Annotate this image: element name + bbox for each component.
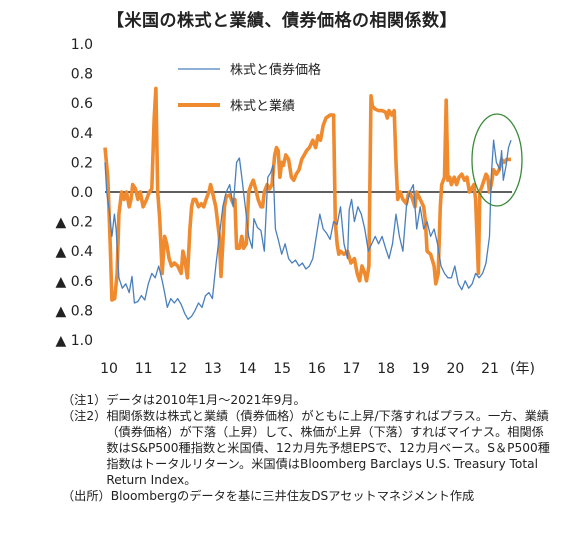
chart-title: 【米国の株式と業績、債券価格の相関係数】 — [107, 11, 457, 31]
series-line-bonds — [104, 139, 512, 320]
x-tick-label: 21 — [481, 361, 499, 377]
x-tick-label: 18 — [377, 361, 395, 377]
source-tag: （出所） — [62, 489, 111, 503]
note-2-text: 相関係数は株式と業績（債券価格）がともに上昇/下落すればプラス。一方、業績（債券… — [106, 409, 550, 487]
x-axis-ticks: 10 11 12 13 14 15 16 17 18 19 20 21 — [100, 361, 499, 377]
y-tick-label: 0.6 — [71, 96, 93, 112]
x-tick-label: 16 — [308, 361, 326, 377]
y-tick-label: 0.2 — [71, 155, 93, 171]
note-source: （出所） Bloombergのデータを基に三井住友DSアセットマネジメント作成 — [62, 488, 552, 504]
y-tick-label: ▲ 0.4 — [56, 244, 94, 260]
y-tick-label: ▲ 0.8 — [56, 303, 93, 319]
x-tick-label: 19 — [412, 361, 430, 377]
notes: （注1） データは2010年1月～2021年9月。 （注2） 相関係数は株式と業… — [62, 392, 552, 504]
y-tick-label: 0.4 — [71, 126, 93, 142]
legend-label-bonds: 株式と債券価格 — [230, 62, 321, 78]
note-1-text: データは2010年1月～2021年9月。 — [106, 393, 306, 407]
y-tick-label: ▲ 1.0 — [56, 333, 93, 349]
x-tick-label: 20 — [446, 361, 464, 377]
x-tick-label: 12 — [169, 361, 187, 377]
x-tick-label: 13 — [204, 361, 222, 377]
x-tick-label: 15 — [273, 361, 291, 377]
x-tick-label: 17 — [343, 361, 361, 377]
legend: 株式と債券価格 株式と業績 — [178, 62, 321, 114]
y-tick-label: ▲ 0.2 — [56, 215, 93, 231]
x-tick-label: 14 — [239, 361, 257, 377]
y-tick-label: 0.0 — [71, 185, 93, 201]
note-2: （注2） 相関係数は株式と業績（債券価格）がともに上昇/下落すればプラス。一方、… — [62, 408, 552, 488]
note-1-tag: （注1） — [62, 393, 107, 407]
note-2-tag: （注2） — [62, 409, 107, 423]
series-layer — [103, 86, 512, 320]
legend-label-earnings: 株式と業績 — [230, 98, 295, 114]
x-tick-label: 11 — [135, 361, 153, 377]
correlation-line-chart: 1.0 0.8 0.6 0.4 0.2 0.0 ▲ 0.2 ▲ 0.4 ▲ 0.6 ▲ 0.8 ▲ … — [56, 37, 535, 377]
y-tick-label: 0.8 — [71, 67, 93, 83]
y-axis-ticks: 1.0 0.8 0.6 0.4 0.2 0.0 ▲ 0.2 ▲ 0.4 ▲ 0.6 ▲ 0.8 ▲ … — [56, 37, 94, 349]
y-tick-label: 1.0 — [71, 37, 93, 53]
y-tick-label: ▲ 0.6 — [56, 274, 94, 290]
note-1: （注1） データは2010年1月～2021年9月。 — [62, 392, 552, 408]
source-text: Bloombergのデータを基に三井住友DSアセットマネジメント作成 — [110, 489, 475, 503]
highlight-ellipse-2021 — [471, 113, 523, 207]
x-tick-label: 10 — [100, 361, 118, 377]
x-axis-unit-label: (年) — [510, 361, 535, 377]
series-line-earnings — [103, 86, 511, 302]
